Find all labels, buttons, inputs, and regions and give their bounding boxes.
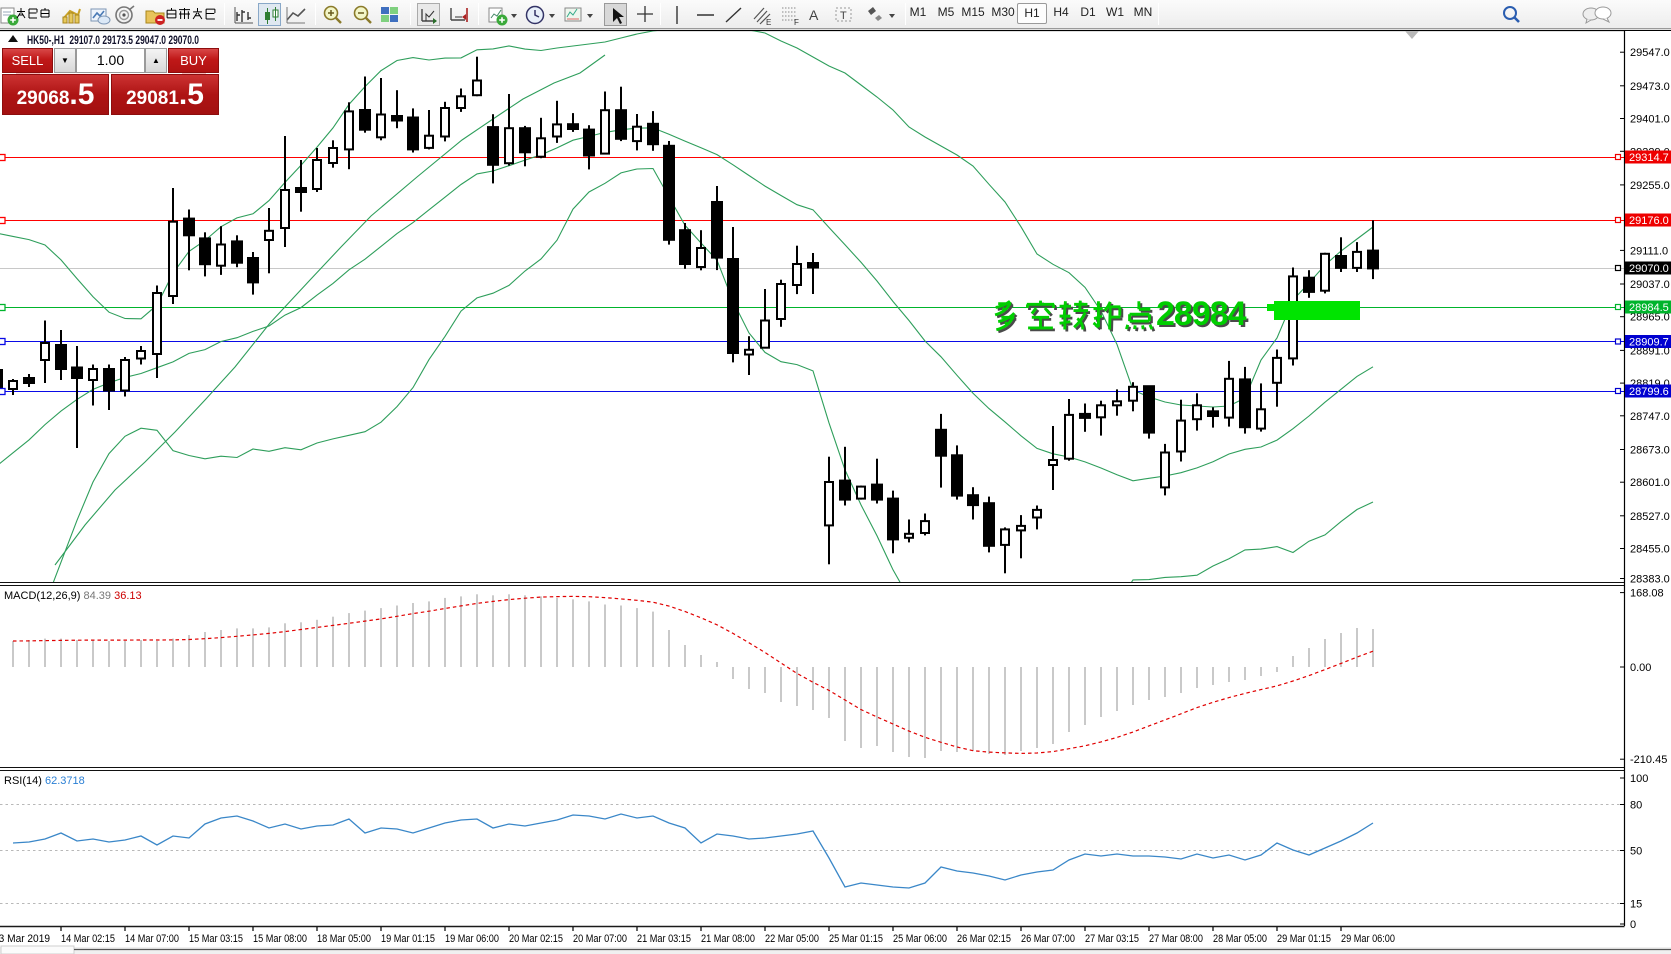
svg-text:29 Mar 06:00: 29 Mar 06:00 (1341, 933, 1395, 945)
svg-text:15 Mar 08:00: 15 Mar 08:00 (253, 933, 307, 945)
svg-text:29547.0: 29547.0 (1630, 47, 1670, 59)
svg-text:28909.7: 28909.7 (1629, 337, 1669, 349)
svg-text:28891.0: 28891.0 (1630, 345, 1670, 357)
svg-text:21 Mar 03:15: 21 Mar 03:15 (637, 933, 691, 945)
svg-text:HK50-,H1 29107.0 29173.5 2904: HK50-,H1 29107.0 29173.5 29047.0 29070.0 (27, 33, 199, 47)
svg-text:27 Mar 08:00: 27 Mar 08:00 (1149, 933, 1203, 945)
svg-text:100: 100 (1630, 773, 1648, 785)
svg-text:27 Mar 03:15: 27 Mar 03:15 (1085, 933, 1139, 945)
svg-text:20 Mar 02:15: 20 Mar 02:15 (509, 933, 563, 945)
svg-text:A: A (809, 7, 819, 23)
svg-text:168.08: 168.08 (1630, 588, 1664, 600)
svg-text:18 Mar 05:00: 18 Mar 05:00 (317, 933, 371, 945)
svg-text:28984: 28984 (1156, 295, 1247, 333)
svg-text:26 Mar 02:15: 26 Mar 02:15 (957, 933, 1011, 945)
svg-text:19 Mar 01:15: 19 Mar 01:15 (381, 933, 435, 945)
svg-text:28 Mar 05:00: 28 Mar 05:00 (1213, 933, 1267, 945)
svg-text:15: 15 (1630, 899, 1642, 911)
svg-text:28799.6: 28799.6 (1629, 386, 1669, 398)
svg-text:13 Mar 2019: 13 Mar 2019 (0, 933, 50, 945)
svg-text:29176.0: 29176.0 (1629, 215, 1669, 227)
svg-text:22 Mar 05:00: 22 Mar 05:00 (765, 933, 819, 945)
svg-text:19 Mar 06:00: 19 Mar 06:00 (445, 933, 499, 945)
svg-text:0.00: 0.00 (1630, 662, 1651, 674)
svg-text:25 Mar 01:15: 25 Mar 01:15 (829, 933, 883, 945)
svg-text:29037.0: 29037.0 (1630, 279, 1670, 291)
svg-text:28984.5: 28984.5 (1629, 302, 1669, 314)
svg-text:26 Mar 07:00: 26 Mar 07:00 (1021, 933, 1075, 945)
svg-text:28601.0: 28601.0 (1630, 477, 1670, 489)
svg-text:E: E (766, 18, 771, 26)
svg-text:29 Mar 01:15: 29 Mar 01:15 (1277, 933, 1331, 945)
svg-text:F: F (794, 18, 799, 26)
svg-text:21 Mar 08:00: 21 Mar 08:00 (701, 933, 755, 945)
svg-text:28747.0: 28747.0 (1630, 411, 1670, 423)
svg-text:29070.0: 29070.0 (1629, 263, 1669, 275)
svg-text:28455.0: 28455.0 (1630, 544, 1670, 556)
svg-text:29401.0: 29401.0 (1630, 114, 1670, 126)
svg-text:T: T (840, 10, 847, 22)
svg-text:29473.0: 29473.0 (1630, 81, 1670, 93)
svg-text:15 Mar 03:15: 15 Mar 03:15 (189, 933, 243, 945)
svg-text:25 Mar 06:00: 25 Mar 06:00 (893, 933, 947, 945)
svg-text:-210.45: -210.45 (1630, 754, 1667, 766)
svg-text:28673.0: 28673.0 (1630, 445, 1670, 457)
svg-text:28527.0: 28527.0 (1630, 511, 1670, 523)
svg-text:RSI(14) 62.3718: RSI(14) 62.3718 (4, 775, 85, 787)
svg-text:29255.0: 29255.0 (1630, 180, 1670, 192)
svg-text:50: 50 (1630, 846, 1642, 858)
svg-text:29111.0: 29111.0 (1630, 245, 1668, 257)
svg-text:14 Mar 07:00: 14 Mar 07:00 (125, 933, 179, 945)
svg-text:14 Mar 02:15: 14 Mar 02:15 (61, 933, 115, 945)
svg-text:28383.0: 28383.0 (1630, 574, 1670, 586)
svg-text:MACD(12,26,9) 84.39 36.13: MACD(12,26,9) 84.39 36.13 (4, 590, 142, 602)
svg-text:28965.0: 28965.0 (1630, 312, 1670, 324)
svg-text:20 Mar 07:00: 20 Mar 07:00 (573, 933, 627, 945)
svg-text:29314.7: 29314.7 (1629, 152, 1669, 164)
svg-text:0: 0 (1630, 919, 1636, 931)
svg-text:80: 80 (1630, 800, 1642, 812)
svg-text:28984: 28984 (1158, 297, 1249, 335)
